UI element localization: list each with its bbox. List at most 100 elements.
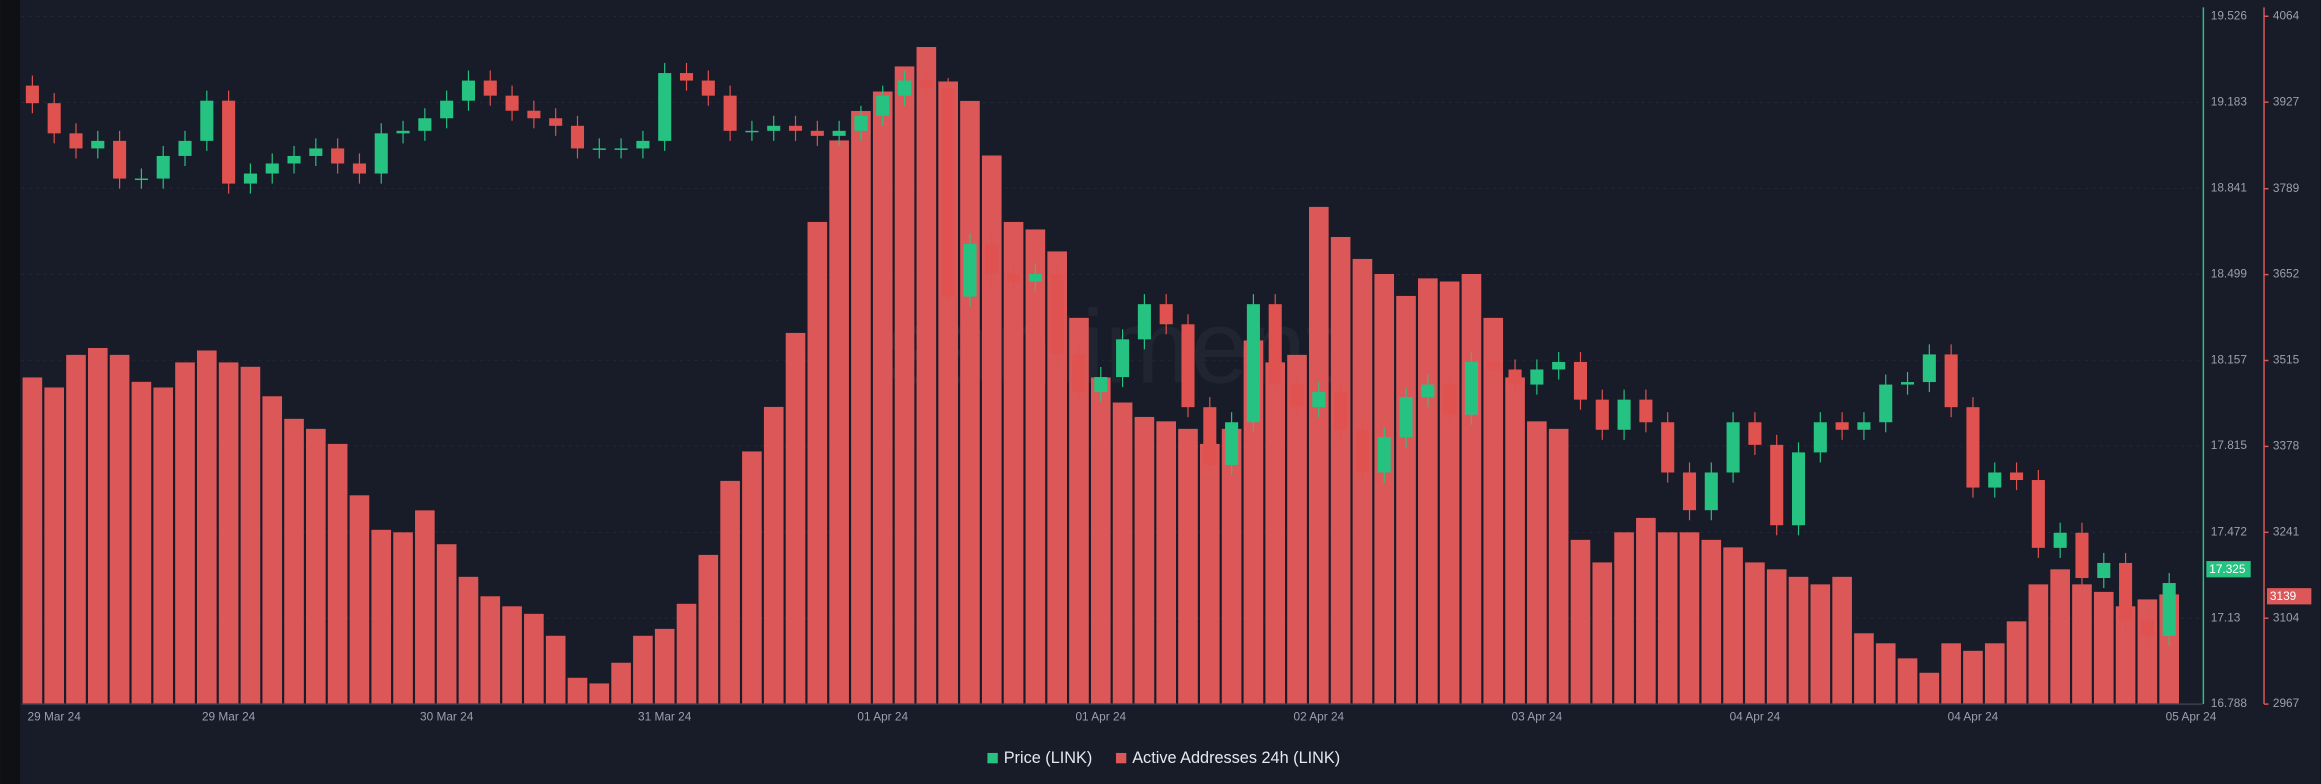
candle-body — [2119, 562, 2133, 621]
y2-tick-label: 4064 — [2273, 8, 2300, 22]
bar — [502, 606, 522, 705]
candle-body — [1334, 392, 1348, 430]
legend-swatch — [987, 752, 998, 764]
y-tick-label: 16.788 — [2211, 696, 2248, 710]
candle-body — [396, 130, 410, 134]
candle-body — [767, 125, 781, 131]
y-tick-label: 17.472 — [2211, 524, 2247, 538]
bar — [960, 100, 980, 705]
candle-body — [985, 243, 999, 275]
candle-body — [374, 133, 388, 174]
candle-body — [156, 155, 170, 179]
y2-tick-label: 3378 — [2273, 439, 2300, 453]
y2-tick-label: 3515 — [2273, 353, 2300, 367]
candle-body — [1181, 324, 1195, 408]
y-tick-label: 18.499 — [2211, 266, 2248, 280]
bar — [306, 428, 326, 705]
bar — [1788, 576, 1809, 705]
candle-body — [1355, 429, 1369, 473]
candle-body — [1879, 384, 1893, 423]
candle-body — [701, 80, 715, 96]
y-tick-label: 17.815 — [2211, 438, 2248, 452]
candle-body — [854, 115, 868, 131]
x-tick-label: 31 Mar 24 — [638, 710, 692, 724]
candle-body — [636, 140, 650, 149]
y-tick-label: 19.526 — [2211, 8, 2248, 22]
candle-body — [658, 73, 672, 141]
candle-body — [2010, 472, 2024, 481]
candle-body — [265, 163, 279, 174]
bar — [1766, 569, 1787, 705]
candle-body — [592, 148, 606, 150]
candle-body — [1486, 361, 1500, 370]
candle-body — [1421, 384, 1435, 398]
bar — [1396, 295, 1416, 705]
last-value-badge — [2266, 588, 2312, 605]
bar — [1745, 562, 1765, 705]
bar — [1636, 517, 1656, 705]
candle-body — [1857, 422, 1871, 430]
candle-body — [1508, 369, 1522, 385]
candle-body — [2140, 620, 2154, 636]
bar — [654, 628, 675, 705]
candle-body — [2031, 480, 2045, 548]
candle-body — [1617, 399, 1631, 430]
bar — [1810, 584, 1831, 705]
candle-body — [570, 125, 585, 149]
candle-body — [440, 100, 454, 119]
bar — [1221, 428, 1242, 705]
bar — [240, 366, 261, 705]
y2-tick-label: 3789 — [2273, 181, 2300, 195]
bar — [1984, 643, 2005, 705]
candle-body — [1552, 361, 1566, 370]
candle-body — [1290, 384, 1304, 408]
bar — [742, 451, 762, 705]
candle-body — [549, 118, 563, 126]
bar — [1330, 236, 1351, 705]
y2-tick-label: 3652 — [2273, 267, 2299, 281]
x-tick-label: 29 Mar 24 — [28, 710, 82, 724]
bar — [109, 354, 130, 705]
candle-body — [1225, 422, 1239, 465]
bar — [1374, 273, 1395, 705]
candle-body — [1726, 422, 1740, 473]
candle-body — [1813, 422, 1827, 453]
y-tick-label: 18.157 — [2211, 352, 2247, 366]
candle-body — [1922, 354, 1936, 383]
candle-body — [1246, 304, 1260, 423]
candle-body — [1159, 304, 1173, 325]
bar — [1178, 428, 1198, 705]
candle-body — [200, 100, 214, 141]
candle-body — [1028, 274, 1042, 282]
bar — [1418, 278, 1438, 705]
y2-tick-label: 2967 — [2273, 696, 2299, 710]
candle-body — [1639, 399, 1653, 423]
bar — [436, 544, 457, 705]
candle-body — [69, 133, 83, 149]
bar — [1570, 539, 1591, 705]
bar — [2028, 584, 2049, 705]
candle-body — [1050, 274, 1064, 355]
bar — [1592, 562, 1613, 705]
bar — [1897, 658, 1918, 705]
last-value-badge — [2206, 561, 2251, 578]
candle-body — [461, 80, 476, 101]
candle-body — [331, 148, 345, 164]
candle-body — [134, 178, 148, 181]
candle-body — [679, 73, 694, 81]
bar — [611, 662, 631, 705]
bar — [1309, 206, 1329, 705]
candle-body — [222, 100, 236, 184]
candle-body — [309, 148, 323, 156]
x-tick-label: 30 Mar 24 — [420, 710, 474, 724]
candle-body — [1530, 369, 1544, 385]
x-tick-label: 03 Apr 24 — [1512, 710, 1563, 724]
candle-body — [1464, 361, 1478, 415]
bar — [175, 362, 195, 705]
candle-body — [2162, 583, 2176, 636]
candle-body — [1072, 354, 1086, 393]
candle-body — [1137, 304, 1151, 340]
bar — [415, 510, 435, 705]
bar — [676, 603, 697, 705]
